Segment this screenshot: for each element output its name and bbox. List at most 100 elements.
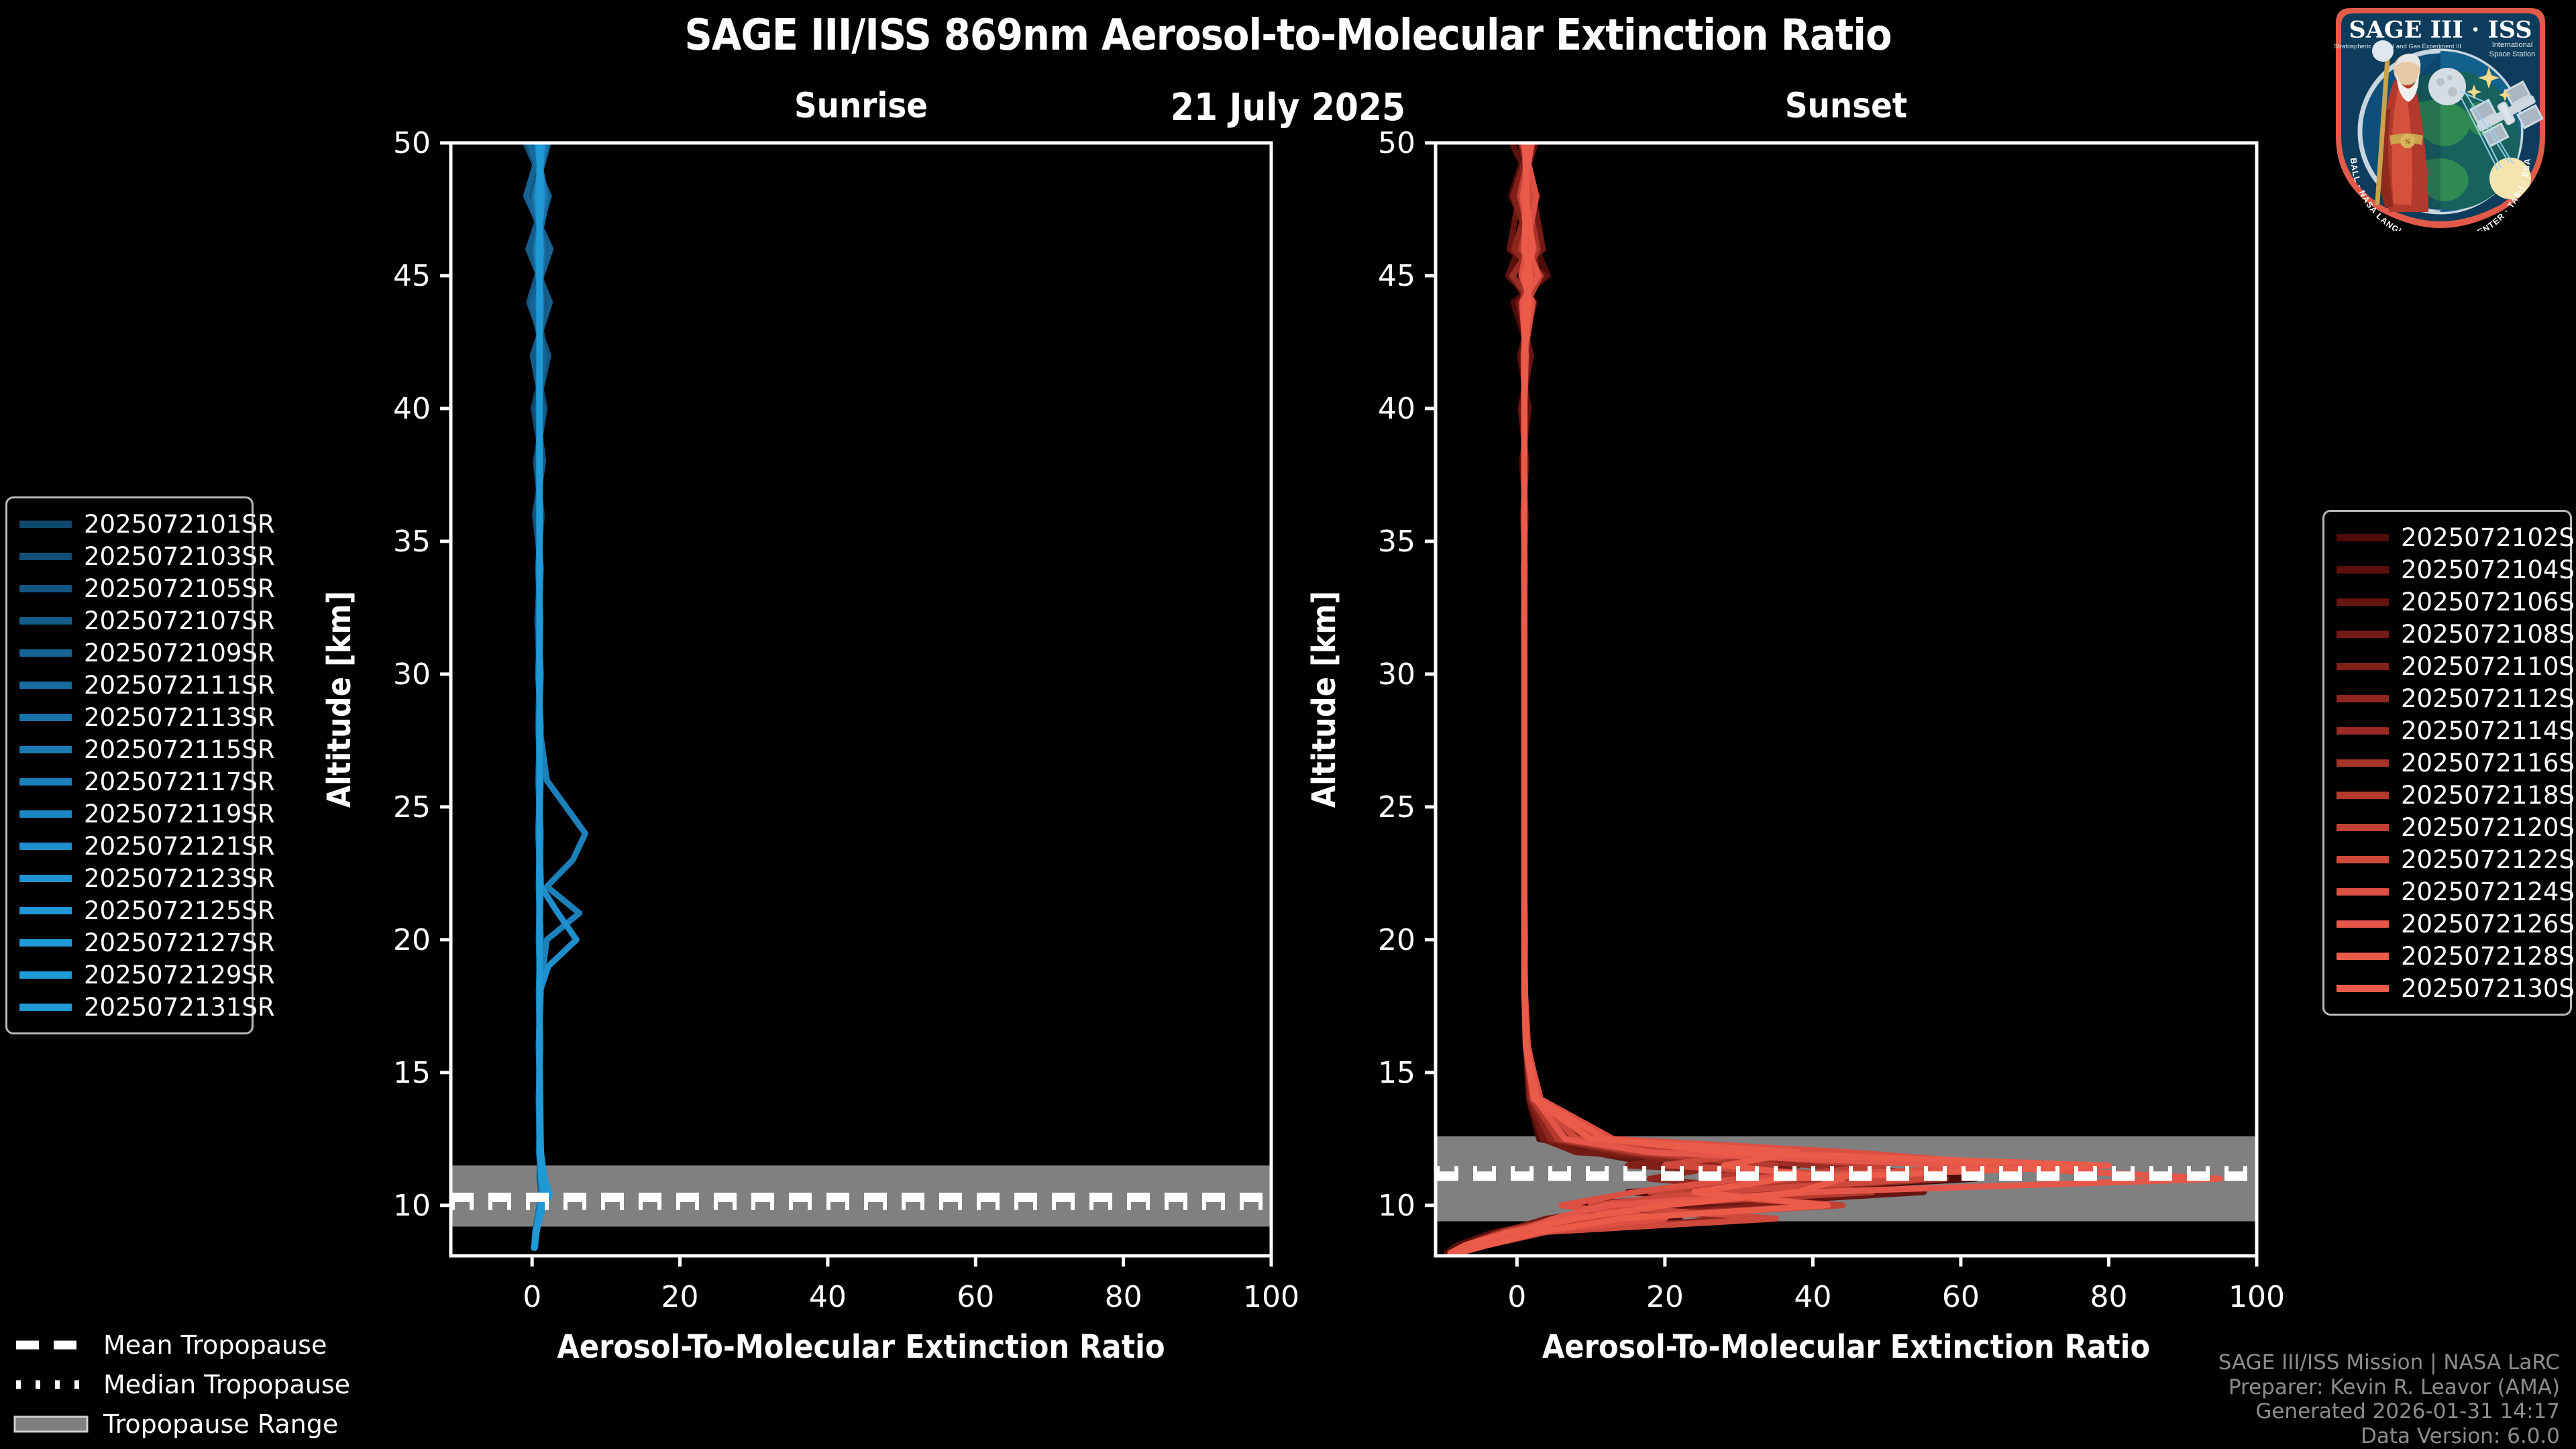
legend-item[interactable]: 2025072113SR (19, 701, 275, 733)
legend-label: 2025072128SS (2401, 941, 2576, 971)
x-axis-label: Aerosol-To-Molecular Extinction Ratio (557, 1328, 1165, 1366)
y-tick-label: 10 (393, 1189, 431, 1223)
legend-color-swatch (2337, 533, 2389, 541)
y-tick-label: 10 (1378, 1189, 1415, 1223)
logo-subtitle-left: Stratospheric Aerosol and Gas Experiment… (2334, 43, 2461, 50)
legend-item[interactable]: 2025072131SR (19, 991, 275, 1023)
tropopause-legend-label: Tropopause Range (103, 1409, 339, 1439)
legend-color-swatch (19, 745, 72, 753)
legend-label: 2025072105SR (84, 574, 275, 603)
x-tick-label: 0 (1507, 1280, 1526, 1314)
legend-label: 2025072101SR (84, 509, 275, 539)
y-tick-label: 30 (393, 657, 431, 692)
credits-line: SAGE III/ISS Mission | NASA LaRC (2218, 1350, 2560, 1375)
credits-line: Data Version: 6.0.0 (2360, 1424, 2560, 1448)
x-tick-label: 40 (1794, 1280, 1831, 1314)
legend-color-swatch (2337, 952, 2389, 960)
x-tick-label: 80 (1105, 1280, 1142, 1314)
legend-item[interactable]: 2025072111SR (19, 669, 275, 701)
legend-item[interactable]: 2025072118SS (2337, 779, 2576, 811)
legend-item[interactable]: 2025072123SR (19, 862, 275, 894)
legend-item[interactable]: 2025072117SR (19, 765, 275, 798)
legend-item[interactable]: 2025072107SR (19, 604, 275, 637)
stars (2467, 67, 2512, 101)
legend-label: 2025072116SS (2401, 748, 2576, 777)
legend-label: 2025072106SS (2401, 587, 2576, 616)
legend-label: 2025072127SR (84, 928, 275, 957)
legend-item[interactable]: 2025072108SS (2337, 618, 2576, 650)
legend-item[interactable]: 2025072116SS (2337, 747, 2576, 779)
legend-label: 2025072125SR (84, 896, 275, 925)
chart-panel-sunrise: 0 20 40 60 80 100 10 15 20 25 30 35 40 45 50 Aerosol-To… (321, 126, 1299, 1366)
legend-item[interactable]: 2025072106SS (2337, 586, 2576, 618)
legend-label: 2025072114SS (2401, 716, 2576, 745)
series-line (1454, 143, 2112, 1256)
legend-color-swatch (2337, 855, 2389, 863)
legend-item[interactable]: 2025072126SS (2337, 908, 2576, 940)
y-tick-label: 35 (393, 525, 431, 559)
legend-item[interactable]: 2025072119SR (19, 798, 275, 830)
legend-sunrise[interactable]: 2025072101SR 2025072103SR 2025072105SR 2025… (5, 496, 275, 1034)
legend-label: 2025072120SS (2401, 812, 2576, 842)
plot-frame (1434, 141, 2259, 1258)
filled-band-key-icon (13, 1415, 89, 1433)
logo-subtitle-right-1: International (2492, 41, 2533, 49)
legend-item[interactable]: 2025072110SS (2337, 650, 2576, 682)
legend-color-swatch (19, 842, 72, 850)
legend-item[interactable]: 2025072104SS (2337, 553, 2576, 586)
legend-item[interactable]: 2025072124SS (2337, 875, 2576, 908)
svg-text:S: S (2405, 138, 2410, 146)
legend-label: 2025072126SS (2401, 909, 2576, 938)
legend-item[interactable]: 2025072103SR (19, 540, 275, 572)
tropopause-legend-item: Mean Tropopause (13, 1325, 350, 1364)
legend-item[interactable]: 2025072120SS (2337, 811, 2576, 843)
legend-item[interactable]: 2025072130SS (2337, 972, 2576, 1004)
y-tick-label: 15 (393, 1056, 431, 1090)
legend-item[interactable]: 2025072121SR (19, 830, 275, 862)
page-subtitle: 21 July 2025 (1170, 86, 1406, 129)
legend-item[interactable]: 2025072105SR (19, 572, 275, 604)
x-tick-label: 20 (661, 1280, 699, 1314)
legend-item[interactable]: 2025072125SR (19, 894, 275, 926)
legend-color-swatch (19, 1003, 72, 1011)
x-tick-label: 60 (957, 1280, 994, 1314)
legend-item[interactable]: 2025072115SR (19, 733, 275, 765)
x-tick-label: 60 (1942, 1280, 1980, 1314)
y-tick-label: 30 (1378, 657, 1415, 692)
x-tick-label: 0 (523, 1280, 541, 1314)
y-tick-label: 50 (393, 126, 431, 160)
legend-item[interactable]: 2025072109SR (19, 637, 275, 669)
legend-color-swatch (2337, 630, 2389, 638)
y-tick-label: 35 (1378, 525, 1415, 559)
legend-sunset[interactable]: 2025072102SS 2025072104SS 2025072106SS 2025… (2322, 510, 2576, 1016)
legend-label: 2025072111SR (84, 670, 275, 700)
legend-color-swatch (2337, 920, 2389, 928)
legend-label: 2025072102SS (2401, 523, 2576, 552)
legend-label: 2025072122SS (2401, 845, 2576, 874)
sun-graphic (2489, 158, 2531, 199)
sage-iii-iss-logo: S BALL · NASA LANGLEY RESEARCH CENTER · … (2316, 3, 2565, 246)
series-group (1444, 143, 2223, 1256)
legend-item[interactable]: 2025072129SR (19, 959, 275, 991)
legend-color-swatch (19, 971, 72, 979)
legend-label: 2025072107SR (84, 606, 275, 635)
legend-item[interactable]: 2025072128SS (2337, 940, 2576, 972)
legend-color-swatch (2337, 727, 2389, 735)
legend-color-swatch (19, 649, 72, 657)
legend-color-swatch (19, 874, 72, 882)
legend-color-swatch (19, 713, 72, 721)
legend-item[interactable]: 2025072101SR (19, 508, 275, 540)
tropopause-legend-item: Tropopause Range (13, 1404, 350, 1444)
legend-color-swatch (2337, 888, 2389, 896)
legend-item[interactable]: 2025072122SS (2337, 843, 2576, 875)
legend-label: 2025072113SR (84, 702, 275, 732)
legend-label: 2025072109SR (84, 638, 275, 667)
x-tick-label: 100 (1243, 1280, 1299, 1314)
legend-item[interactable]: 2025072114SS (2337, 714, 2576, 747)
panel-label-sunrise: Sunrise (794, 86, 928, 126)
legend-item[interactable]: 2025072127SR (19, 926, 275, 959)
legend-color-swatch (2337, 984, 2389, 992)
series-line (531, 143, 549, 1251)
legend-item[interactable]: 2025072102SS (2337, 521, 2576, 553)
legend-item[interactable]: 2025072112SS (2337, 682, 2576, 714)
